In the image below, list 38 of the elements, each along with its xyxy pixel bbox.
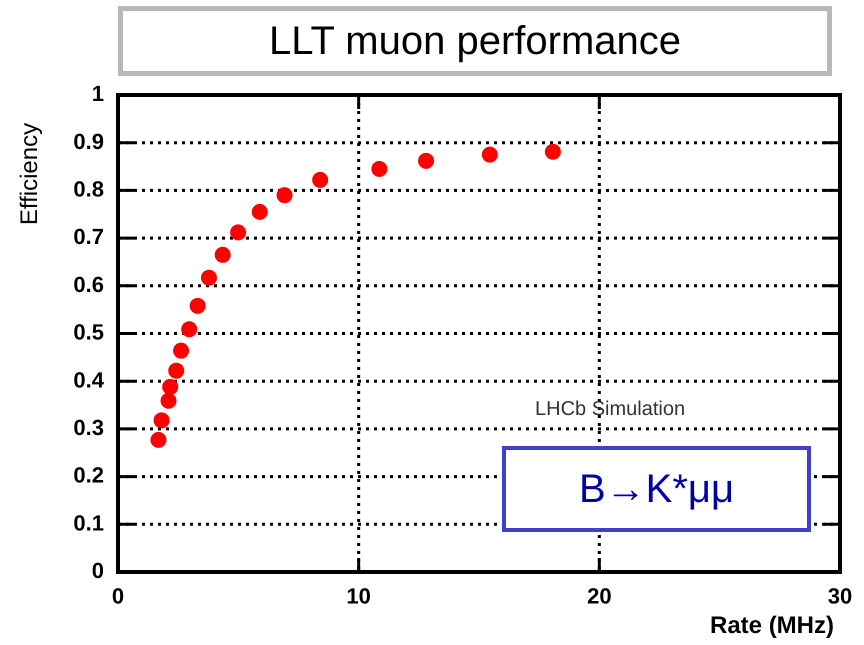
y-tick-label: 0.3 (73, 414, 104, 440)
y-tick-label: 0.2 (73, 462, 104, 488)
annotation: LHCb Simulation (535, 398, 686, 421)
point (154, 412, 170, 428)
y-tick-label: 0.9 (73, 128, 104, 154)
point (214, 246, 231, 263)
y-tick-label: 1 (92, 81, 104, 106)
text-frame: B→K*μμ (502, 446, 811, 532)
point (162, 378, 178, 395)
point (312, 172, 328, 188)
point (544, 144, 561, 160)
x-axis-title: Rate (MHz) (710, 612, 834, 640)
point (371, 160, 388, 177)
point (173, 342, 190, 359)
x-tick-label: 0 (112, 583, 124, 608)
x-tick-label: 20 (587, 583, 612, 608)
point (230, 224, 246, 240)
y-tick-label: 0.6 (73, 272, 104, 297)
point (150, 432, 166, 448)
point (168, 362, 184, 379)
point (482, 146, 498, 163)
point (190, 298, 206, 314)
point (200, 270, 217, 286)
y-tick-label: 0.7 (73, 224, 104, 250)
point (418, 152, 434, 169)
chart-title: LLT muon performance (118, 6, 832, 76)
x-tick-label: 30 (828, 583, 852, 608)
point (181, 321, 198, 338)
point (276, 187, 293, 204)
y-tick-label: 0.8 (73, 176, 104, 202)
point (252, 204, 268, 220)
point (160, 392, 177, 409)
y-tick-label: 0.4 (73, 367, 105, 392)
y-tick-label: 0.1 (73, 510, 104, 536)
x-tick-label: 10 (346, 583, 371, 608)
y-axis-title: Efficiency (16, 122, 44, 226)
y-tick-label: 0.5 (73, 320, 104, 345)
y-tick-label: 0 (92, 558, 104, 584)
